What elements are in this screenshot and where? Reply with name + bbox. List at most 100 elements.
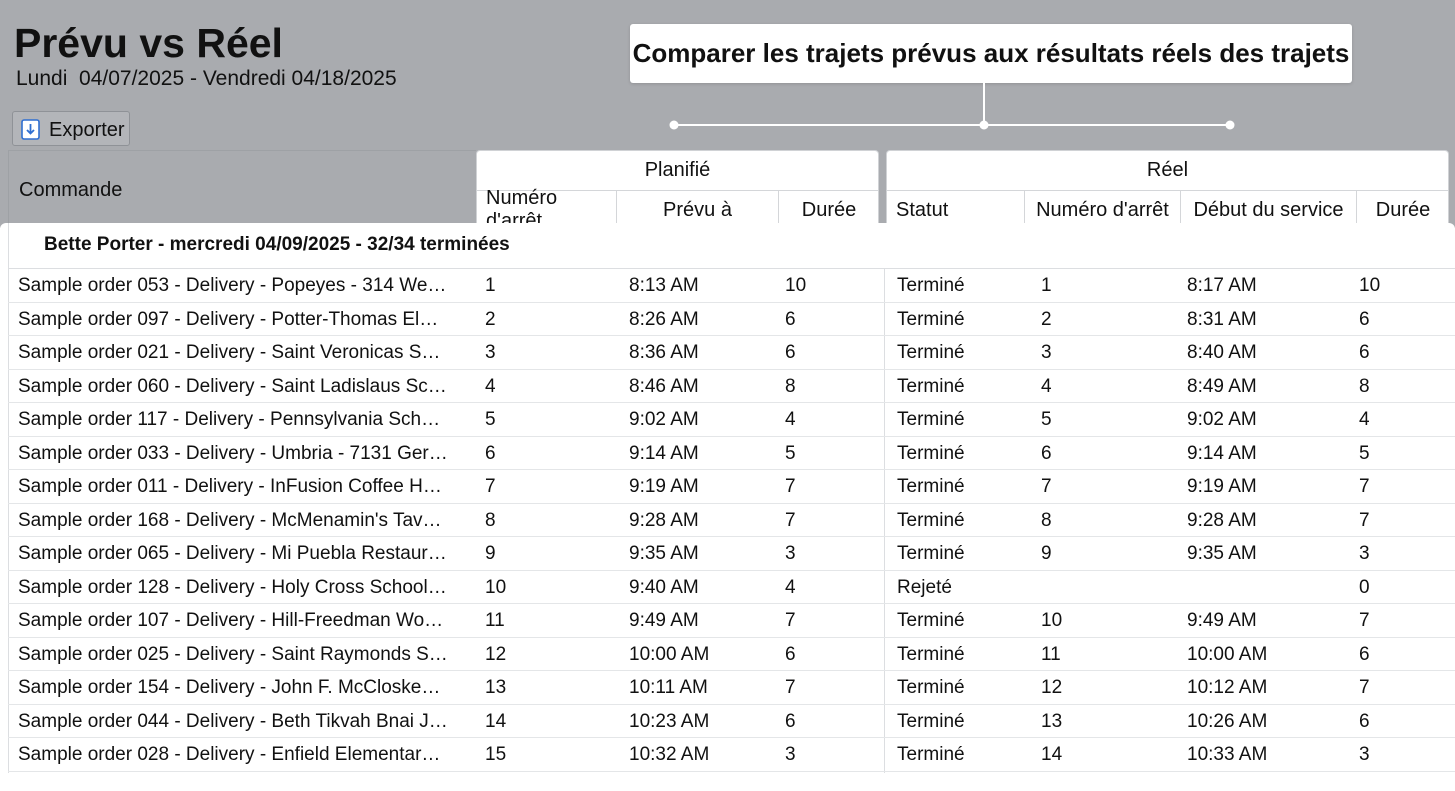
table-row[interactable]: Sample order 128 - Delivery - Holy Cross…	[8, 571, 1455, 604]
planned-duration-cell: 7	[785, 610, 796, 631]
driver-group-label: Bette Porter - mercredi 04/09/2025 - 32/…	[44, 234, 510, 255]
service-start-cell: 10:12 AM	[1187, 677, 1268, 698]
planned-time-cell: 9:28 AM	[629, 509, 699, 531]
actual-duration-cell: 0	[1359, 576, 1370, 598]
planned-duration-cell: 10	[785, 275, 807, 296]
planned-duration-cell: 6	[785, 342, 796, 363]
planned-group-header: Planifié Numéro d'arrêt Prévu à Durée	[476, 150, 879, 232]
table-row[interactable]: Sample order 097 - Delivery - Potter-Tho…	[8, 303, 1455, 336]
actual-duration-cell: 6	[1359, 342, 1370, 363]
table-row[interactable]: Sample order 028 - Delivery - Enfield El…	[8, 738, 1455, 772]
actual-duration-cell: 7	[1359, 610, 1370, 631]
planned-stop-cell: 6	[485, 442, 496, 464]
service-start-cell: 9:49 AM	[1187, 610, 1257, 631]
table-row[interactable]: Sample order 168 - Delivery - McMenamin'…	[8, 504, 1455, 537]
order-cell: Sample order 154 - Delivery - John F. Mc…	[18, 677, 448, 698]
actual-duration-cell: 7	[1359, 677, 1370, 698]
export-file-icon	[21, 119, 40, 140]
actual-duration-cell: 6	[1359, 710, 1370, 732]
planned-duration-cell: 4	[785, 409, 796, 430]
order-cell: Sample order 053 - Delivery - Popeyes - …	[18, 275, 448, 296]
date-range: Lundi 04/07/2025 - Vendredi 04/18/2025	[16, 67, 397, 90]
status-cell: Rejeté	[897, 576, 952, 598]
export-button[interactable]: Exporter	[12, 111, 130, 146]
actual-duration-cell: 3	[1359, 744, 1370, 765]
order-cell: Sample order 060 - Delivery - Saint Ladi…	[18, 375, 448, 397]
column-header-actual-duration[interactable]: Durée	[1356, 191, 1449, 229]
planned-duration-cell: 6	[785, 643, 796, 665]
actual-stop-cell: 14	[1041, 744, 1063, 765]
driver-group-row[interactable]: Bette Porter - mercredi 04/09/2025 - 32/…	[8, 223, 1455, 269]
actual-stop-cell: 11	[1041, 643, 1061, 665]
planned-stop-cell: 3	[485, 342, 496, 363]
planned-actual-divider	[884, 269, 885, 773]
service-start-cell: 9:02 AM	[1187, 409, 1257, 430]
service-start-cell: 8:40 AM	[1187, 342, 1257, 363]
planned-time-cell: 9:19 AM	[629, 476, 699, 497]
planned-time-cell: 9:14 AM	[629, 442, 699, 464]
table-row[interactable]: Sample order 044 - Delivery - Beth Tikva…	[8, 705, 1455, 738]
planned-time-cell: 8:13 AM	[629, 275, 699, 296]
table-row[interactable]: Sample order 065 - Delivery - Mi Puebla …	[8, 537, 1455, 571]
planned-stop-cell: 12	[485, 643, 507, 665]
actual-duration-cell: 6	[1359, 643, 1370, 665]
table-row[interactable]: Sample order 107 - Delivery - Hill-Freed…	[8, 604, 1455, 638]
planned-stop-cell: 13	[485, 677, 507, 698]
status-cell: Terminé	[897, 744, 965, 765]
column-header-planned-duration[interactable]: Durée	[778, 191, 879, 229]
planned-stop-cell: 5	[485, 409, 496, 430]
order-cell: Sample order 025 - Delivery - Saint Raym…	[18, 643, 448, 665]
planned-stop-cell: 15	[485, 744, 507, 765]
service-start-cell: 10:33 AM	[1187, 744, 1268, 765]
actual-stop-cell: 5	[1041, 409, 1052, 430]
actual-duration-cell: 6	[1359, 308, 1370, 330]
column-header-planned-time[interactable]: Prévu à	[616, 191, 778, 229]
order-cell: Sample order 065 - Delivery - Mi Puebla …	[18, 543, 448, 564]
planned-duration-cell: 7	[785, 677, 796, 698]
service-start-cell: 9:19 AM	[1187, 476, 1257, 497]
planned-stop-cell: 4	[485, 375, 496, 397]
planned-duration-cell: 4	[785, 576, 796, 598]
service-start-cell: 8:17 AM	[1187, 275, 1257, 296]
column-header-order[interactable]: Commande	[8, 150, 476, 228]
order-cell: Sample order 028 - Delivery - Enfield El…	[18, 744, 448, 765]
planned-stop-cell: 9	[485, 543, 496, 564]
actual-duration-cell: 3	[1359, 543, 1370, 564]
actual-stop-cell: 3	[1041, 342, 1052, 363]
planned-stop-cell: 1	[485, 275, 496, 296]
status-cell: Terminé	[897, 509, 965, 531]
planned-time-cell: 9:35 AM	[629, 543, 699, 564]
service-start-cell: 9:14 AM	[1187, 442, 1257, 464]
actual-stop-cell: 7	[1041, 476, 1052, 497]
actual-stop-cell: 12	[1041, 677, 1063, 698]
service-start-cell: 10:00 AM	[1187, 643, 1268, 665]
status-cell: Terminé	[897, 710, 965, 732]
planned-time-cell: 9:02 AM	[629, 409, 699, 430]
planned-duration-cell: 3	[785, 744, 796, 765]
table-row[interactable]: Sample order 117 - Delivery - Pennsylvan…	[8, 403, 1455, 437]
actual-duration-cell: 7	[1359, 509, 1370, 531]
order-cell: Sample order 011 - Delivery - InFusion C…	[18, 476, 448, 497]
table-row[interactable]: Sample order 025 - Delivery - Saint Raym…	[8, 638, 1455, 671]
status-cell: Terminé	[897, 677, 965, 698]
service-start-cell: 8:49 AM	[1187, 375, 1257, 397]
table-row[interactable]: Sample order 154 - Delivery - John F. Mc…	[8, 671, 1455, 705]
planned-time-cell: 10:23 AM	[629, 710, 710, 732]
column-header-actual-stop[interactable]: Numéro d'arrêt	[1024, 191, 1180, 229]
column-header-status[interactable]: Statut	[896, 198, 949, 221]
actual-stop-cell: 8	[1041, 509, 1052, 531]
status-cell: Terminé	[897, 409, 965, 430]
table-row[interactable]: Sample order 060 - Delivery - Saint Ladi…	[8, 370, 1455, 403]
column-header-service-start[interactable]: Début du service	[1180, 191, 1356, 229]
page-title: Prévu vs Réel	[14, 20, 283, 66]
table-row[interactable]: Sample order 053 - Delivery - Popeyes - …	[8, 269, 1455, 303]
planned-time-cell: 8:46 AM	[629, 375, 699, 397]
planned-time-cell: 8:26 AM	[629, 308, 699, 330]
status-cell: Terminé	[897, 275, 965, 296]
table-row[interactable]: Sample order 033 - Delivery - Umbria - 7…	[8, 437, 1455, 470]
actual-group-title: Réel	[887, 151, 1448, 191]
table-row[interactable]: Sample order 021 - Delivery - Saint Vero…	[8, 336, 1455, 370]
actual-duration-cell: 8	[1359, 375, 1370, 397]
service-start-cell: 8:31 AM	[1187, 308, 1257, 330]
table-row[interactable]: Sample order 011 - Delivery - InFusion C…	[8, 470, 1455, 504]
